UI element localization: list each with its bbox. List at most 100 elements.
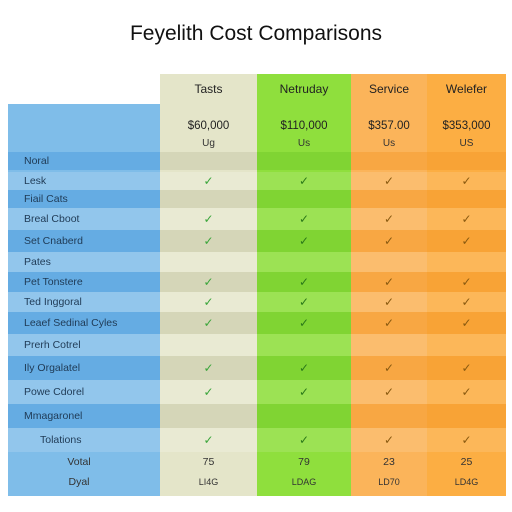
check-icon: ✓ <box>383 174 395 188</box>
row-cell-shade <box>427 404 506 428</box>
row-cell-shade <box>427 428 506 452</box>
footer-sub-label: Dyal <box>68 476 90 488</box>
row-cell-shade <box>8 428 160 452</box>
row-cell-shade <box>160 208 257 230</box>
row-cell-shade <box>160 252 257 272</box>
check-icon: ✓ <box>461 234 472 248</box>
row-cell-shade <box>160 230 257 252</box>
total-service: 23 <box>383 456 395 468</box>
table-row <box>8 272 506 292</box>
row-cell-shade <box>351 172 427 190</box>
check-icon: ✓ <box>298 316 310 330</box>
column-welefer <box>427 74 506 496</box>
check-icon: ✓ <box>461 174 472 188</box>
row-cell-shade <box>8 380 160 404</box>
total-welefer: 25 <box>460 456 473 468</box>
row-cell-shade <box>427 312 506 334</box>
table-row <box>8 292 506 312</box>
table-row <box>8 380 506 404</box>
total-tasts: 75 <box>202 456 215 468</box>
row-cell-shade <box>351 404 427 428</box>
check-icon: ✓ <box>461 316 472 330</box>
row-label: Ted Inggoral <box>24 296 82 308</box>
row-cell-shade <box>160 292 257 312</box>
row-label: Mmagaronel <box>24 410 83 422</box>
row-cell-shade <box>160 190 257 208</box>
row-cell-shade <box>257 356 351 380</box>
check-icon: ✓ <box>203 316 214 330</box>
row-cell-shade <box>351 230 427 252</box>
table-row <box>8 172 506 190</box>
row-cell-shade <box>257 404 351 428</box>
row-cell-shade <box>427 230 506 252</box>
row-cell-shade <box>160 172 257 190</box>
row-cell-shade <box>160 404 257 428</box>
row-cell-shade <box>8 252 160 272</box>
row-label: Powe Cdorel <box>24 386 85 398</box>
row-cell-shade <box>257 172 351 190</box>
row-cell-shade <box>427 252 506 272</box>
check-icon: ✓ <box>383 212 395 226</box>
price-welefer: $353,000 <box>442 120 491 132</box>
check-icon: ✓ <box>203 361 214 375</box>
sub-netruday: LDAG <box>291 477 317 487</box>
check-icon: ✓ <box>298 234 310 248</box>
check-icon: ✓ <box>298 433 310 447</box>
column-header-service: Service <box>368 82 409 96</box>
check-icon: ✓ <box>203 212 214 226</box>
row-cell-shade <box>427 272 506 292</box>
check-icon: ✓ <box>298 174 310 188</box>
row-cell-shade <box>257 190 351 208</box>
row-cell-shade <box>257 152 351 170</box>
table-row <box>8 230 506 252</box>
column-service <box>351 74 427 496</box>
check-icon: ✓ <box>461 433 472 447</box>
check-icon: ✓ <box>298 212 310 226</box>
row-cell-shade <box>257 272 351 292</box>
row-cell-shade <box>351 334 427 356</box>
row-cell-shade <box>351 208 427 230</box>
row-cell-shade <box>8 292 160 312</box>
row-cell-shade <box>257 380 351 404</box>
row-label: Noral <box>24 155 50 167</box>
column-header-netruday: Netruday <box>279 82 329 96</box>
unit-service: Us <box>382 138 396 149</box>
row-cell-shade <box>351 152 427 170</box>
check-icon: ✓ <box>461 275 472 289</box>
check-icon: ✓ <box>461 295 472 309</box>
row-label: Fiail Cats <box>24 193 68 205</box>
unit-tasts: Ug <box>202 138 215 149</box>
row-cell-shade <box>8 172 160 190</box>
column-netruday <box>257 74 351 496</box>
label-column <box>8 74 160 496</box>
check-icon: ✓ <box>203 275 214 289</box>
row-cell-shade <box>160 334 257 356</box>
row-cell-shade <box>427 208 506 230</box>
check-icon: ✓ <box>298 361 310 375</box>
check-icon: ✓ <box>203 385 214 399</box>
row-label: Pet Tonstere <box>24 276 83 288</box>
row-label: Prerh Cotrel <box>24 339 81 351</box>
check-icon: ✓ <box>203 174 214 188</box>
check-icon: ✓ <box>298 385 310 399</box>
row-cell-shade <box>427 172 506 190</box>
unit-netruday: Us <box>297 138 311 149</box>
price-netruday: $110,000 <box>280 120 328 132</box>
row-cell-shade <box>160 356 257 380</box>
check-icon: ✓ <box>298 275 310 289</box>
check-icon: ✓ <box>461 212 472 226</box>
row-cell-shade <box>257 252 351 272</box>
row-cell-shade <box>427 334 506 356</box>
row-cell-shade <box>351 292 427 312</box>
sub-welefer: LD4G <box>454 477 479 487</box>
page-title: Feyelith Cost Comparisons <box>129 22 383 45</box>
check-icon: ✓ <box>383 385 395 399</box>
table-row <box>8 428 506 452</box>
check-icon: ✓ <box>203 295 214 309</box>
row-cell-shade <box>8 312 160 334</box>
row-cell-shade <box>351 272 427 292</box>
header-corner <box>8 74 160 104</box>
row-cell-shade <box>351 356 427 380</box>
price-service: $357.00 <box>368 120 410 132</box>
row-label: Tolations <box>40 434 82 446</box>
